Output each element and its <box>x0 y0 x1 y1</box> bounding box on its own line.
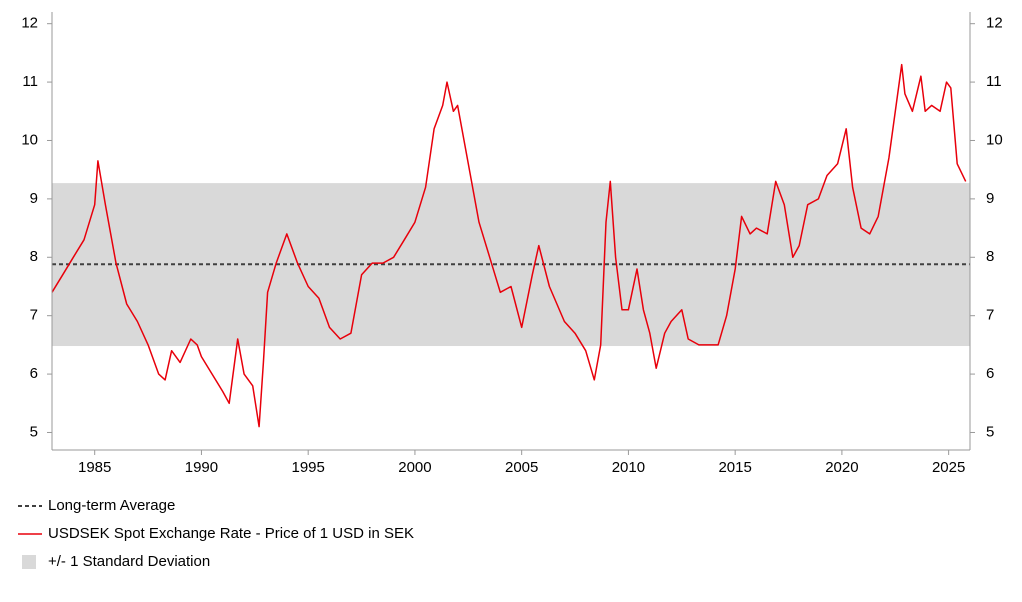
y2-tick-label: 9 <box>986 190 994 207</box>
legend-label: +/- 1 Standard Deviation <box>48 553 210 570</box>
legend-swatch <box>22 555 36 569</box>
x-tick-label: 2015 <box>718 459 751 476</box>
y2-tick-label: 5 <box>986 423 994 440</box>
x-tick-label: 1985 <box>78 459 111 476</box>
y2-tick-label: 12 <box>986 15 1003 32</box>
series-line <box>51 63 967 428</box>
y2-tick-label: 6 <box>986 365 994 382</box>
y2-tick-label: 10 <box>986 131 1003 148</box>
x-tick-label: 2005 <box>505 459 538 476</box>
y-tick-label: 9 <box>30 190 38 207</box>
x-tick-label: 2000 <box>398 459 431 476</box>
y-tick-label: 12 <box>21 15 38 32</box>
y-tick-label: 5 <box>30 423 38 440</box>
y-tick-label: 7 <box>30 307 38 324</box>
x-tick-label: 2010 <box>612 459 645 476</box>
y2-tick-label: 7 <box>986 307 994 324</box>
x-tick-label: 1995 <box>291 459 324 476</box>
x-tick-label: 1990 <box>185 459 218 476</box>
y-tick-label: 10 <box>21 131 38 148</box>
y2-tick-label: 11 <box>986 73 1002 90</box>
y-tick-label: 11 <box>22 73 38 90</box>
y2-tick-label: 8 <box>986 248 994 265</box>
y-tick-label: 8 <box>30 248 38 265</box>
legend-label: Long-term Average <box>48 497 175 514</box>
x-tick-label: 2025 <box>932 459 965 476</box>
y-tick-label: 6 <box>30 365 38 382</box>
x-tick-label: 2020 <box>825 459 858 476</box>
legend-label: USDSEK Spot Exchange Rate - Price of 1 U… <box>48 525 414 542</box>
